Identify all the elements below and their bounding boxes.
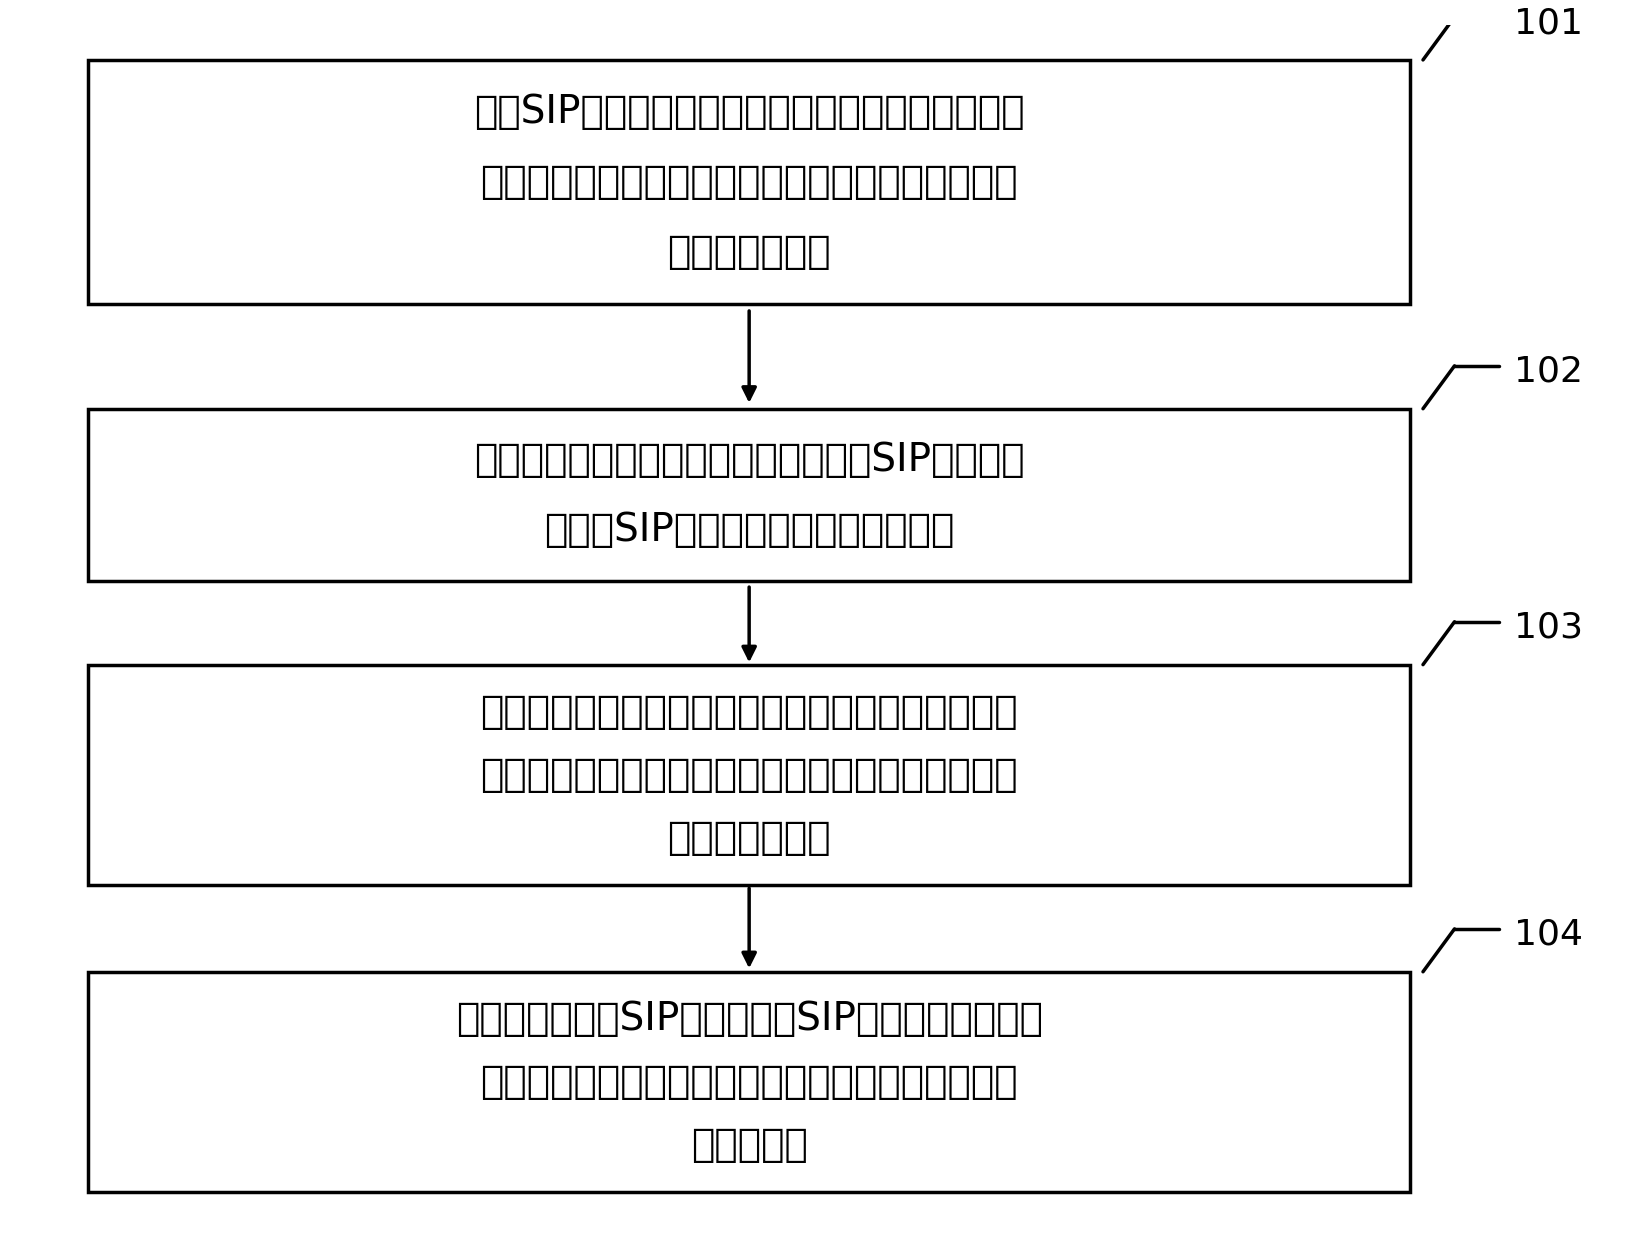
Text: 带访问地址: 带访问地址: [690, 1126, 806, 1164]
Text: 通过建立的所述SIP会话通道向SIP订阅请求消息发送: 通过建立的所述SIP会话通道向SIP订阅请求消息发送: [456, 999, 1042, 1038]
Text: ，所述SIP会话通道关联所述业务信息: ，所述SIP会话通道关联所述业务信息: [544, 511, 954, 548]
Text: 信息的存储位置生成访问地址，该访问地址指向变化: 信息的存储位置生成访问地址，该访问地址指向变化: [480, 755, 1018, 794]
Text: 104: 104: [1513, 918, 1582, 952]
Bar: [89, 60, 1410, 304]
Bar: [89, 409, 1410, 582]
Text: 当所关联的业务信息发生变化时，将所述变化的业务: 当所关联的业务信息发生变化时，将所述变化的业务: [480, 693, 1018, 730]
Text: 中携带业务信息: 中携带业务信息: [667, 233, 831, 270]
Bar: [89, 665, 1410, 885]
Text: 103: 103: [1513, 611, 1582, 645]
Text: 接收SIP订阅请求消息，该订阅请求消息头域包含用: 接收SIP订阅请求消息，该订阅请求消息头域包含用: [474, 93, 1024, 131]
Text: 101: 101: [1513, 6, 1582, 40]
Text: 端发送业务信息变化通知，该业务信息变化通知中携: 端发送业务信息变化通知，该业务信息变化通知中携: [480, 1063, 1018, 1101]
Text: 102: 102: [1513, 355, 1582, 389]
Text: 于标示汇聚订阅类型的事件头域，该订阅请求消息体: 于标示汇聚订阅类型的事件头域，该订阅请求消息体: [480, 162, 1018, 201]
Bar: [89, 972, 1410, 1192]
Text: 的业务信息位置: 的业务信息位置: [667, 818, 831, 857]
Text: 根据该事件头域为该业务信息建立一个SIP会话通道: 根据该事件头域为该业务信息建立一个SIP会话通道: [474, 441, 1024, 480]
